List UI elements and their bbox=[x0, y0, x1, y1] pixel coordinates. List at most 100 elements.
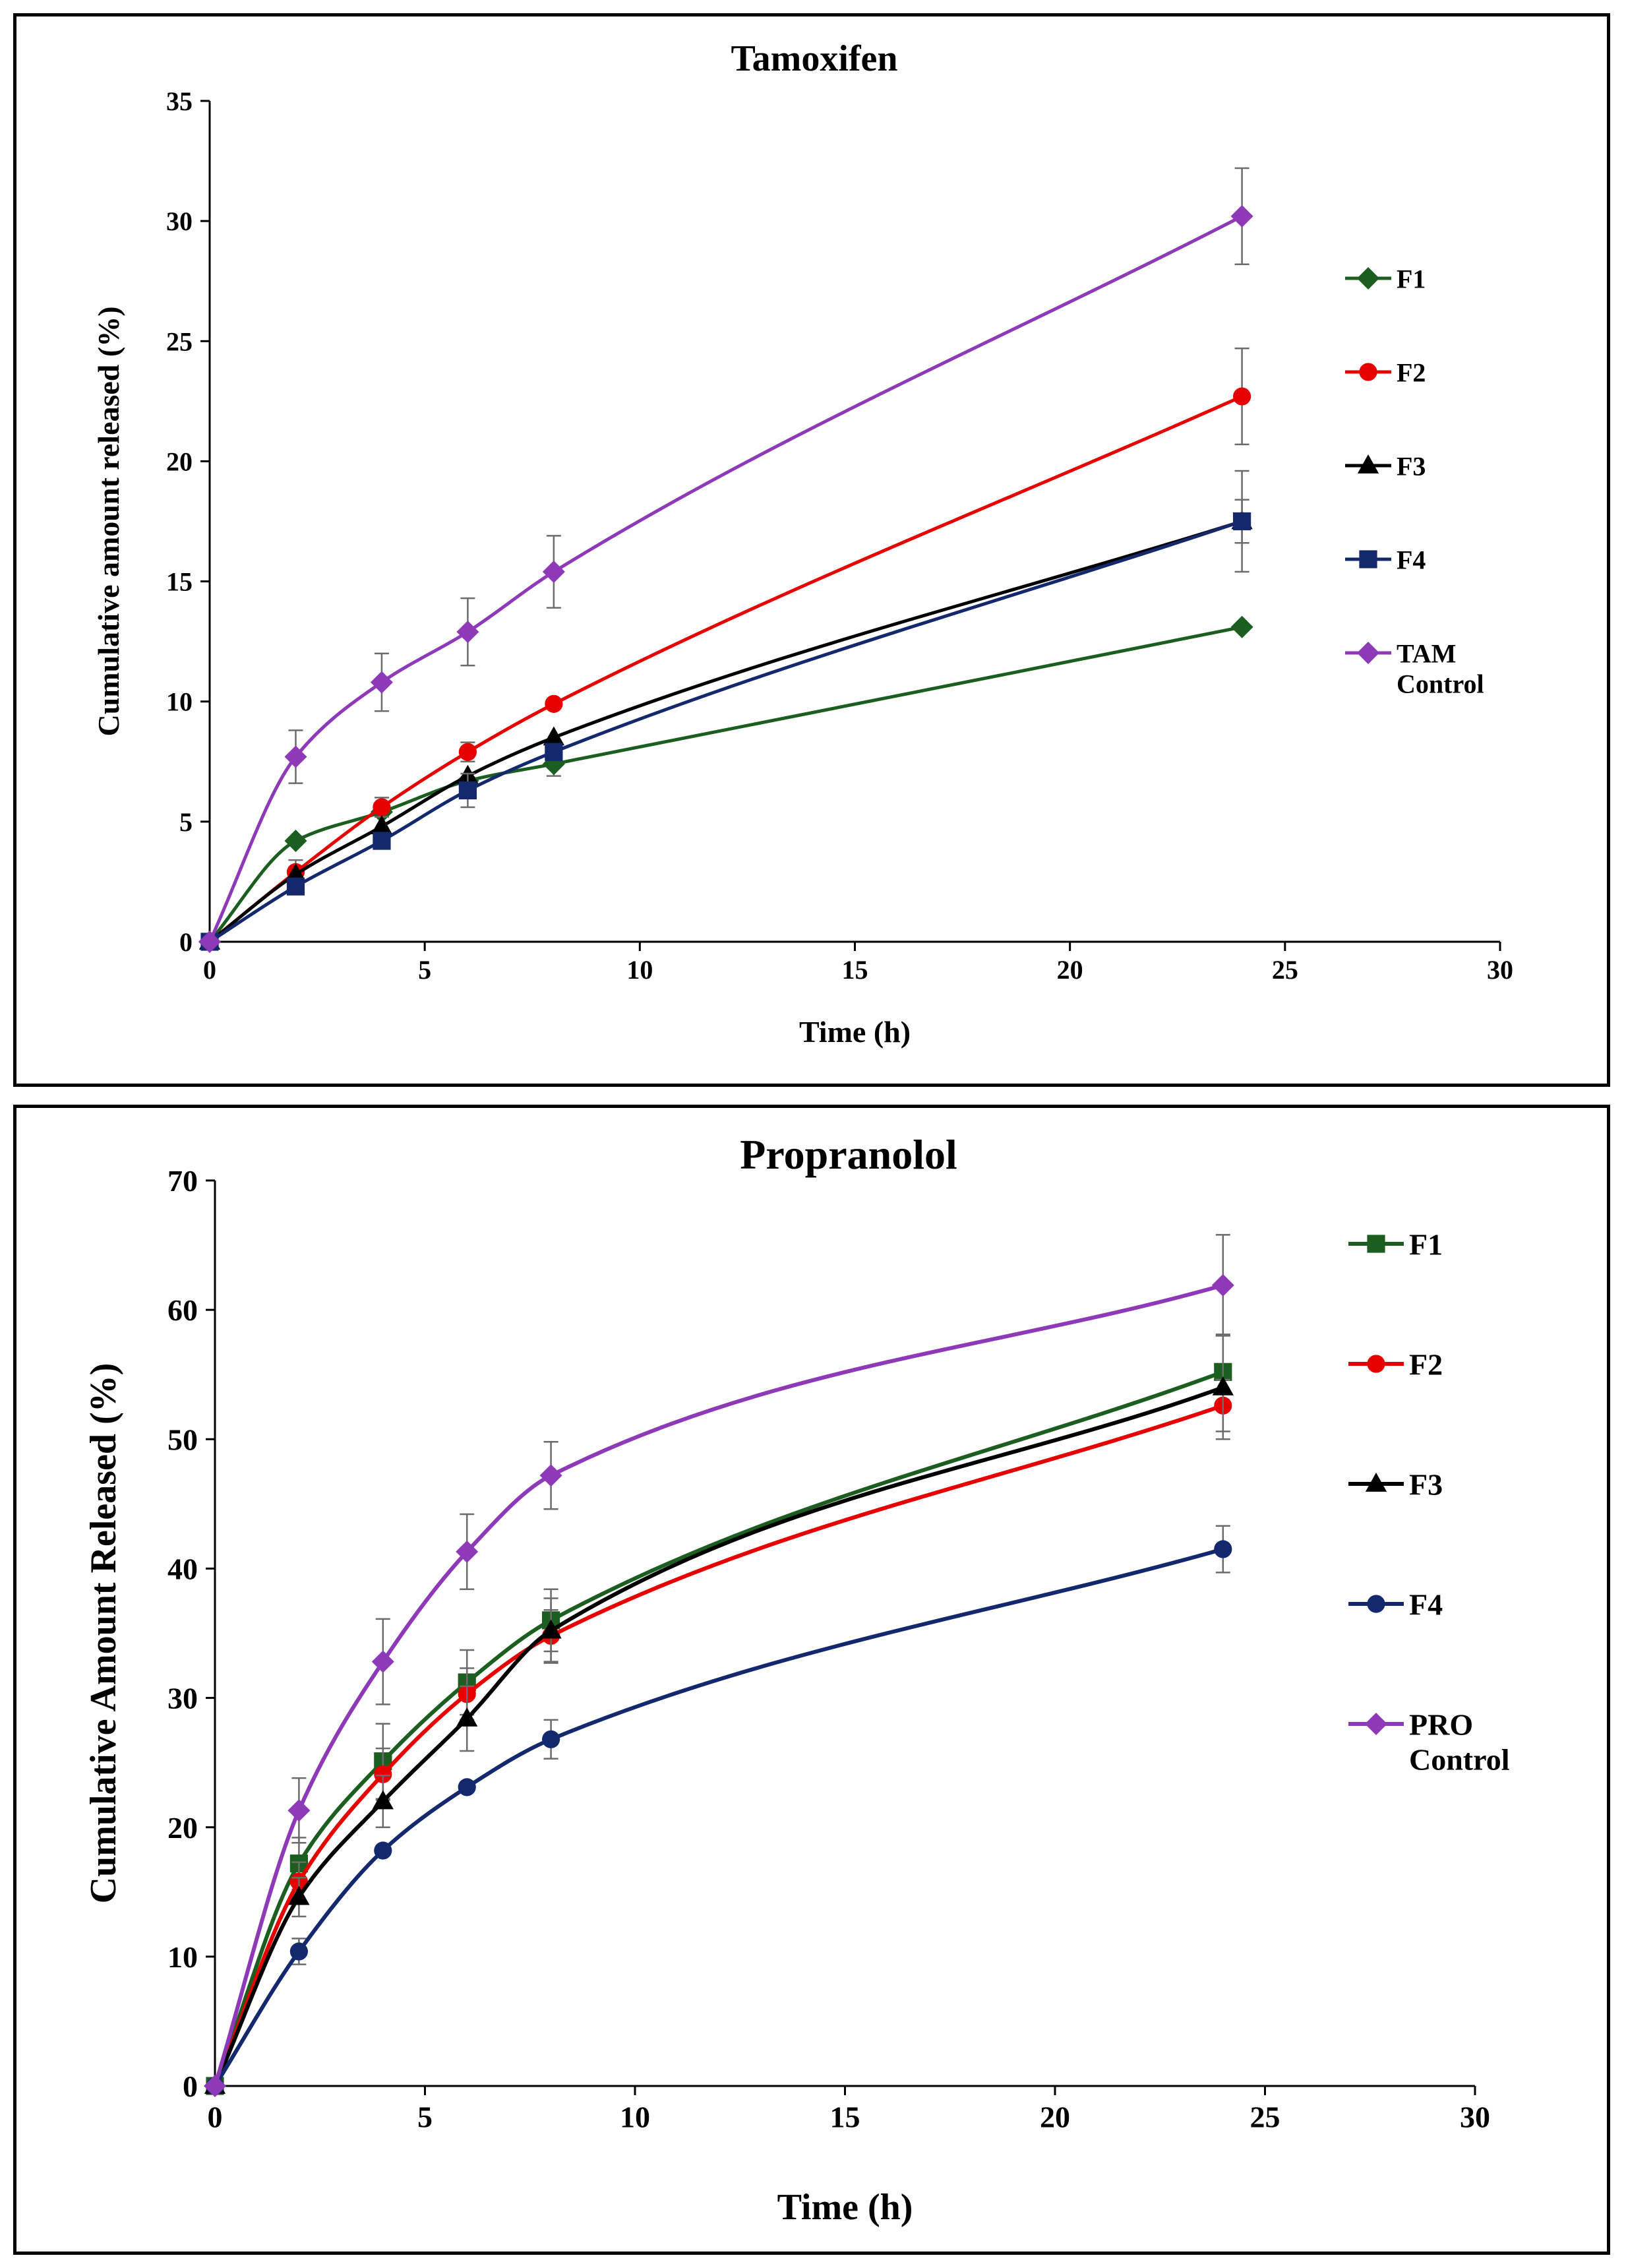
tamoxifen-series-f2-legend-marker bbox=[1359, 363, 1377, 381]
propranolol-series-f1-legend-marker bbox=[1367, 1235, 1385, 1253]
propranolol-series-f3-point bbox=[372, 1790, 394, 1810]
tamoxifen-x-tick-label: 15 bbox=[842, 955, 868, 985]
propranolol-series-pro-control-legend-label: Control bbox=[1409, 1742, 1510, 1776]
propranolol-y-axis-label: Cumulative Amount Released (%) bbox=[83, 1363, 124, 1904]
propranolol-x-tick-label: 0 bbox=[208, 2100, 223, 2133]
tamoxifen-series-tam-control-point bbox=[370, 671, 393, 694]
propranolol-series-f4-point bbox=[1214, 1540, 1232, 1558]
propranolol-x-axis-label: Time (h) bbox=[777, 2187, 913, 2228]
propranolol-series-pro-control-legend-label: PRO bbox=[1409, 1708, 1473, 1742]
propranolol-x-tick-label: 15 bbox=[830, 2100, 860, 2133]
propranolol-y-tick-label: 70 bbox=[167, 1164, 198, 1198]
tamoxifen-series-tam-control-point bbox=[198, 931, 221, 953]
propranolol-series-f4-legend-label: F4 bbox=[1409, 1588, 1443, 1622]
tamoxifen-series-f4-point bbox=[545, 743, 563, 761]
tamoxifen-series-tam-control-point bbox=[542, 561, 565, 583]
propranolol-x-tick-label: 10 bbox=[620, 2100, 650, 2133]
tamoxifen-series-f2-point bbox=[458, 743, 477, 761]
propranolol-series-f4-point bbox=[289, 1942, 308, 1961]
tamoxifen-series-tam-control-legend-label: Control bbox=[1397, 669, 1484, 698]
propranolol-y-tick-label: 60 bbox=[167, 1293, 198, 1327]
tamoxifen-y-tick-label: 15 bbox=[166, 567, 193, 597]
tamoxifen-series-f4: F4 bbox=[200, 470, 1426, 951]
tamoxifen-series-tam-control-legend-marker bbox=[1357, 642, 1379, 664]
tamoxifen-series-f2-point bbox=[545, 694, 563, 713]
propranolol-x-tick-label: 20 bbox=[1040, 2100, 1070, 2133]
propranolol-series-f4-point bbox=[458, 1778, 476, 1796]
tamoxifen-series-f4-line bbox=[208, 520, 1243, 944]
tamoxifen-series-f2-legend-label: F2 bbox=[1397, 357, 1426, 387]
tamoxifen-series-tam-control-point bbox=[456, 621, 479, 644]
tamoxifen-y-tick-label: 20 bbox=[166, 446, 193, 476]
tamoxifen-chart: Tamoxifen 0 5 10 15 20 25 30 35 0 5 10 15 20 25 30 Time … bbox=[92, 38, 1513, 1049]
tamoxifen-series-tam-control-legend-label: TAM bbox=[1397, 638, 1456, 668]
tamoxifen-series-tam-control-point bbox=[284, 745, 307, 768]
tamoxifen-series-f3-line bbox=[208, 520, 1243, 943]
tamoxifen-series-tam-control-point bbox=[1230, 204, 1253, 228]
propranolol-series-pro-control-point bbox=[287, 1799, 311, 1822]
propranolol-x-tick-label: 30 bbox=[1460, 2100, 1490, 2133]
propranolol-chart-title: Propranolol bbox=[740, 1131, 957, 1178]
propranolol-series-pro-control-point bbox=[204, 2075, 226, 2097]
propranolol-series-f3-point bbox=[288, 1885, 310, 1905]
propranolol-chart-panel: Propranolol 0 10 20 30 40 50 60 70 0 5 10 15 20 25 30 Ti… bbox=[13, 1105, 1610, 2255]
tamoxifen-series-f3-legend-label: F3 bbox=[1397, 451, 1426, 481]
tamoxifen-y-tick-label: 10 bbox=[166, 687, 193, 717]
tamoxifen-series-f4-legend-marker bbox=[1359, 550, 1377, 568]
propranolol-series-f2-point bbox=[374, 1765, 392, 1783]
propranolol-x-tick-label: 5 bbox=[417, 2100, 433, 2133]
tamoxifen-x-tick-label: 20 bbox=[1057, 955, 1083, 985]
tamoxifen-x-tick-label: 30 bbox=[1487, 955, 1513, 985]
tamoxifen-x-tick-label: 0 bbox=[203, 955, 216, 985]
propranolol-series-f4-point bbox=[374, 1841, 392, 1860]
tamoxifen-chart-title: Tamoxifen bbox=[731, 38, 897, 79]
tamoxifen-y-tick-label: 0 bbox=[179, 927, 193, 957]
tamoxifen-x-tick-label: 25 bbox=[1272, 955, 1298, 985]
propranolol-series-f3: F3 bbox=[204, 1335, 1443, 2094]
propranolol-series-f2-legend-marker bbox=[1367, 1355, 1385, 1373]
propranolol-series-f3-point bbox=[540, 1619, 562, 1639]
propranolol-series-f4-legend-marker bbox=[1367, 1595, 1385, 1613]
propranolol-series-f2-legend-label: F2 bbox=[1409, 1348, 1443, 1382]
tamoxifen-series-tam-control-line bbox=[208, 214, 1243, 943]
propranolol-y-tick-label: 20 bbox=[167, 1811, 198, 1845]
propranolol-series-pro-control-point bbox=[371, 1650, 394, 1673]
tamoxifen-series-f4-point bbox=[458, 781, 477, 800]
propranolol-series-pro-control-point bbox=[1211, 1273, 1234, 1297]
tamoxifen-chart-panel: Tamoxifen 0 5 10 15 20 25 30 35 0 5 10 15 20 25 30 Time … bbox=[13, 13, 1610, 1087]
propranolol-series-f1-line bbox=[213, 1370, 1224, 2087]
propranolol-series-f4: F4 bbox=[206, 1525, 1443, 2095]
propranolol-y-tick-label: 50 bbox=[167, 1423, 198, 1456]
propranolol-x-tick-label: 25 bbox=[1250, 2100, 1280, 2133]
tamoxifen-x-tick-label: 10 bbox=[626, 955, 653, 985]
propranolol-series-f4-point bbox=[542, 1730, 560, 1748]
tamoxifen-x-axis-label: Time (h) bbox=[799, 1015, 911, 1049]
tamoxifen-y-tick-label: 25 bbox=[166, 326, 193, 356]
tamoxifen-y-tick-label: 35 bbox=[166, 86, 193, 116]
tamoxifen-y-tick-label: 30 bbox=[166, 206, 193, 236]
propranolol-series-f3-legend-label: F3 bbox=[1409, 1468, 1443, 1502]
propranolol-series-f2-line bbox=[213, 1403, 1224, 2087]
tamoxifen-series-f3-legend-marker bbox=[1357, 454, 1379, 474]
tamoxifen-series-f1-point bbox=[1230, 615, 1253, 638]
propranolol-series-f3-legend-marker bbox=[1365, 1473, 1387, 1492]
propranolol-series-f2: F2 bbox=[206, 1348, 1443, 2095]
tamoxifen-y-axis-label: Cumulative amount released (%) bbox=[92, 306, 125, 736]
propranolol-chart: Propranolol 0 10 20 30 40 50 60 70 0 5 10 15 20 25 30 Ti… bbox=[83, 1131, 1510, 2228]
propranolol-series-pro-control-line bbox=[213, 1283, 1224, 2087]
propranolol-series-pro-control-point bbox=[539, 1464, 562, 1487]
propranolol-series-pro-control-point bbox=[456, 1540, 479, 1563]
propranolol-series-f3-line bbox=[213, 1386, 1224, 2087]
tamoxifen-y-tick-label: 5 bbox=[179, 807, 193, 837]
propranolol-series-f3-point bbox=[456, 1707, 478, 1727]
propranolol-y-tick-label: 0 bbox=[183, 2069, 198, 2103]
tamoxifen-series-f1-legend-label: F1 bbox=[1397, 264, 1426, 293]
tamoxifen-series-f2-line bbox=[208, 394, 1243, 943]
tamoxifen-x-tick-label: 5 bbox=[418, 955, 431, 985]
propranolol-y-tick-label: 10 bbox=[167, 1940, 198, 1974]
propranolol-series-f1-legend-label: F1 bbox=[1409, 1228, 1443, 1262]
propranolol-y-tick-label: 30 bbox=[167, 1682, 198, 1715]
tamoxifen-series-f3-point bbox=[371, 815, 393, 835]
